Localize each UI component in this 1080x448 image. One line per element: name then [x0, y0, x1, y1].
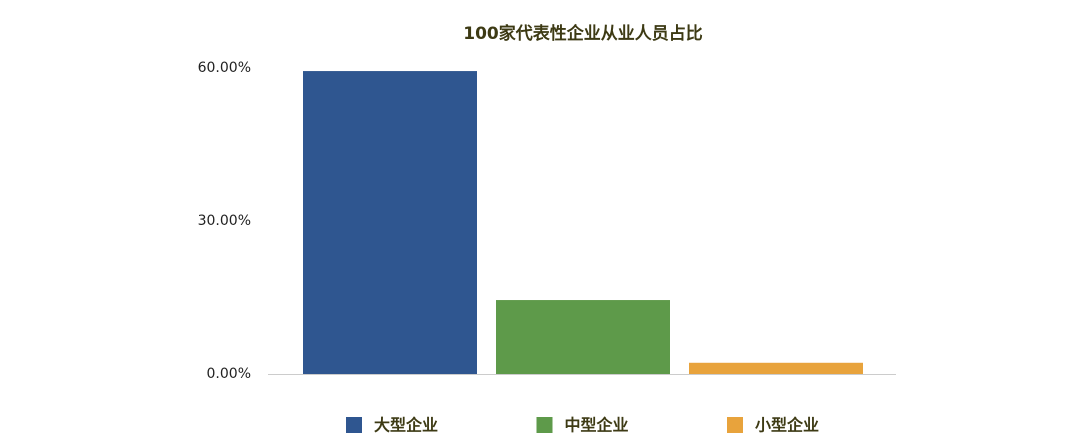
legend-label: 中型企业 [565, 416, 629, 435]
bar [496, 300, 670, 374]
legend-label: 大型企业 [374, 416, 438, 435]
legend-swatch [727, 417, 743, 433]
legend-label: 小型企业 [755, 416, 819, 435]
bar [303, 71, 477, 374]
bar [689, 362, 863, 374]
legend-swatch [346, 417, 362, 433]
chart-title: 100家代表性企业从业人员占比 [463, 23, 703, 44]
y-tick-label: 30.00% [198, 213, 251, 229]
y-tick-label: 60.00% [198, 60, 251, 76]
legend-swatch [536, 417, 553, 433]
y-tick-label: 0.00% [207, 366, 251, 382]
